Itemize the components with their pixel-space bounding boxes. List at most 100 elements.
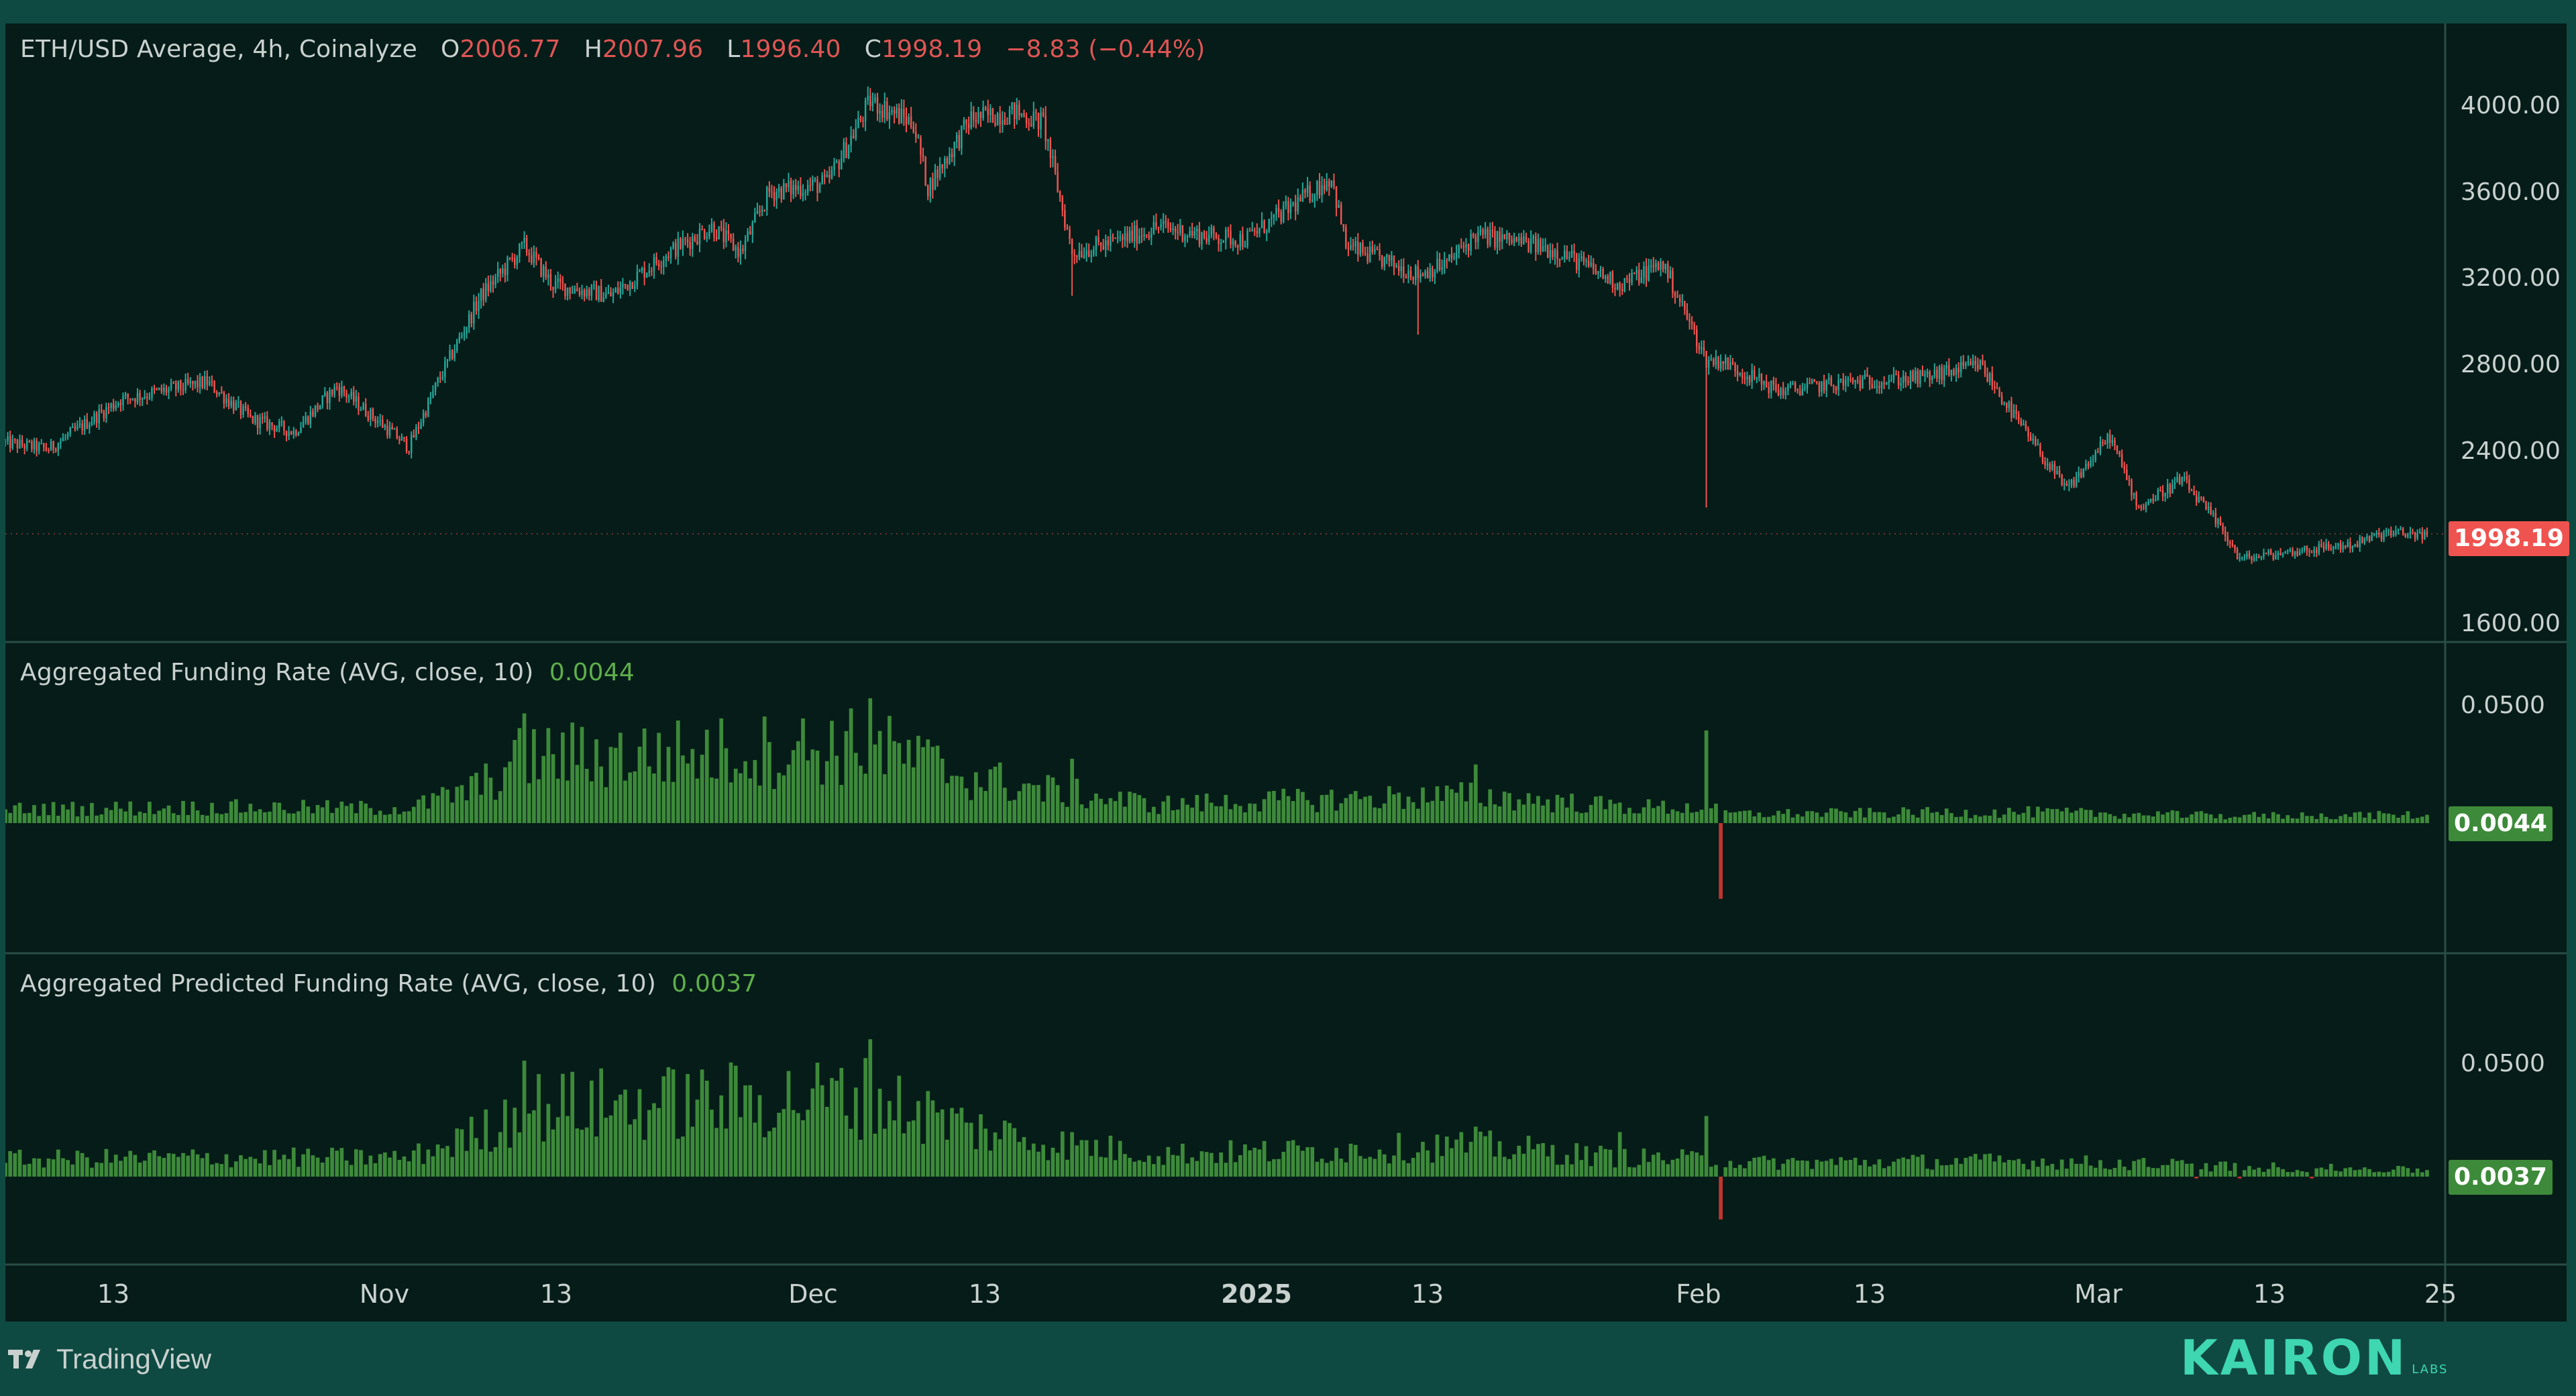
candle-body [290, 431, 292, 435]
funding-bar [2257, 816, 2261, 823]
funding-bar [1939, 815, 1944, 823]
candle-body [268, 422, 271, 429]
price-candle [295, 429, 297, 437]
candle-body [1285, 201, 1287, 205]
candle-body [1631, 272, 1633, 283]
price-candle [2198, 491, 2200, 503]
predicted-bar [1892, 1161, 1896, 1177]
predicted-bar [277, 1159, 282, 1177]
predicted-bar [1925, 1169, 1929, 1177]
price-candle [1595, 264, 1597, 275]
price-candle [1717, 356, 1719, 371]
funding-bar [268, 811, 272, 823]
price-candle [172, 380, 174, 384]
price-candle [244, 402, 247, 411]
candle-body [110, 403, 112, 409]
price-candle [1124, 226, 1126, 247]
funding-bar [1574, 811, 1579, 823]
price-candle [1758, 368, 1760, 382]
candle-body [1342, 224, 1345, 227]
price-candle [785, 183, 788, 193]
funding-bar [373, 814, 378, 823]
funding-bar [397, 814, 402, 823]
price-candle [643, 261, 645, 286]
price-candle [2380, 532, 2383, 542]
price-candle [2178, 474, 2181, 485]
candle-body [1912, 371, 1914, 381]
predicted-bar [61, 1158, 65, 1177]
candle-body [1710, 359, 1713, 360]
funding-bar [2276, 814, 2280, 823]
candle-body [1321, 185, 1323, 196]
price-candle [1888, 374, 1890, 390]
candle-body [747, 231, 749, 241]
predicted-bar [993, 1132, 998, 1177]
candle-body [2404, 534, 2407, 537]
current-funding-badge: 0.0044 [2449, 806, 2553, 841]
predicted-bar [1334, 1148, 1338, 1177]
candle-body [537, 257, 540, 259]
candle-body [2159, 490, 2161, 491]
funding-bar [671, 782, 676, 823]
candle-body [2363, 538, 2366, 543]
price-candle [1664, 263, 1666, 274]
predicted-bar [1387, 1163, 1391, 1177]
funding-bar [1132, 793, 1137, 823]
price-tick: 2800.00 [2461, 351, 2561, 378]
predicted-bar [1209, 1152, 1214, 1177]
candle-body [2152, 498, 2154, 501]
price-candle [1309, 181, 1311, 204]
price-candle [329, 387, 331, 410]
funding-bar [916, 735, 920, 823]
price-candle [302, 416, 305, 428]
tradingview-watermark[interactable]: TradingView [7, 1342, 211, 1377]
price-candle [715, 229, 718, 241]
funding-bar [320, 807, 325, 823]
funding-bar [1968, 818, 1973, 823]
chart-area[interactable] [3, 23, 2567, 1322]
price-candle [1489, 222, 1491, 248]
price-candle [2068, 479, 2070, 492]
price-candle [1275, 204, 1277, 221]
price-candle [78, 417, 81, 429]
candle-body [1924, 374, 1926, 376]
predicted-bar [835, 1081, 839, 1177]
price-candle [347, 394, 350, 403]
candle-body [857, 117, 859, 128]
candle-body [136, 392, 139, 402]
funding-bar [51, 802, 56, 823]
candle-body [23, 445, 25, 449]
funding-bar [810, 749, 815, 823]
predicted-bar [868, 1039, 873, 1177]
price-candle [1912, 369, 1914, 382]
price-candle [1032, 101, 1035, 129]
price-candle [2133, 492, 2135, 499]
funding-bar [2070, 812, 2074, 823]
price-candle [156, 387, 158, 390]
candle-body [1782, 388, 1784, 395]
candle-body [2193, 490, 2195, 496]
price-candle [1809, 377, 1811, 384]
price-candle [290, 431, 292, 435]
price-candle [1648, 258, 1650, 282]
predicted-bar [301, 1154, 305, 1177]
price-candle [1527, 237, 1529, 254]
candle-body [1095, 237, 1097, 250]
candle-body [1354, 241, 1356, 246]
candle-body [312, 411, 314, 416]
chart-canvas[interactable] [3, 23, 2567, 1322]
funding-bar [2213, 818, 2218, 823]
candle-body [1333, 180, 1335, 186]
predicted-bar [1204, 1152, 1209, 1177]
price-candle [1157, 226, 1160, 233]
candle-body [360, 409, 362, 411]
candle-body [841, 158, 843, 170]
price-candle [1494, 226, 1496, 251]
funding-bar [1709, 808, 1713, 823]
funding-bar [2328, 819, 2333, 823]
predicted-bar [796, 1113, 800, 1177]
candle-body [1938, 366, 1941, 379]
funding-bar [2401, 814, 2406, 823]
price-candle [2118, 450, 2121, 458]
price-candle [1042, 108, 1044, 118]
